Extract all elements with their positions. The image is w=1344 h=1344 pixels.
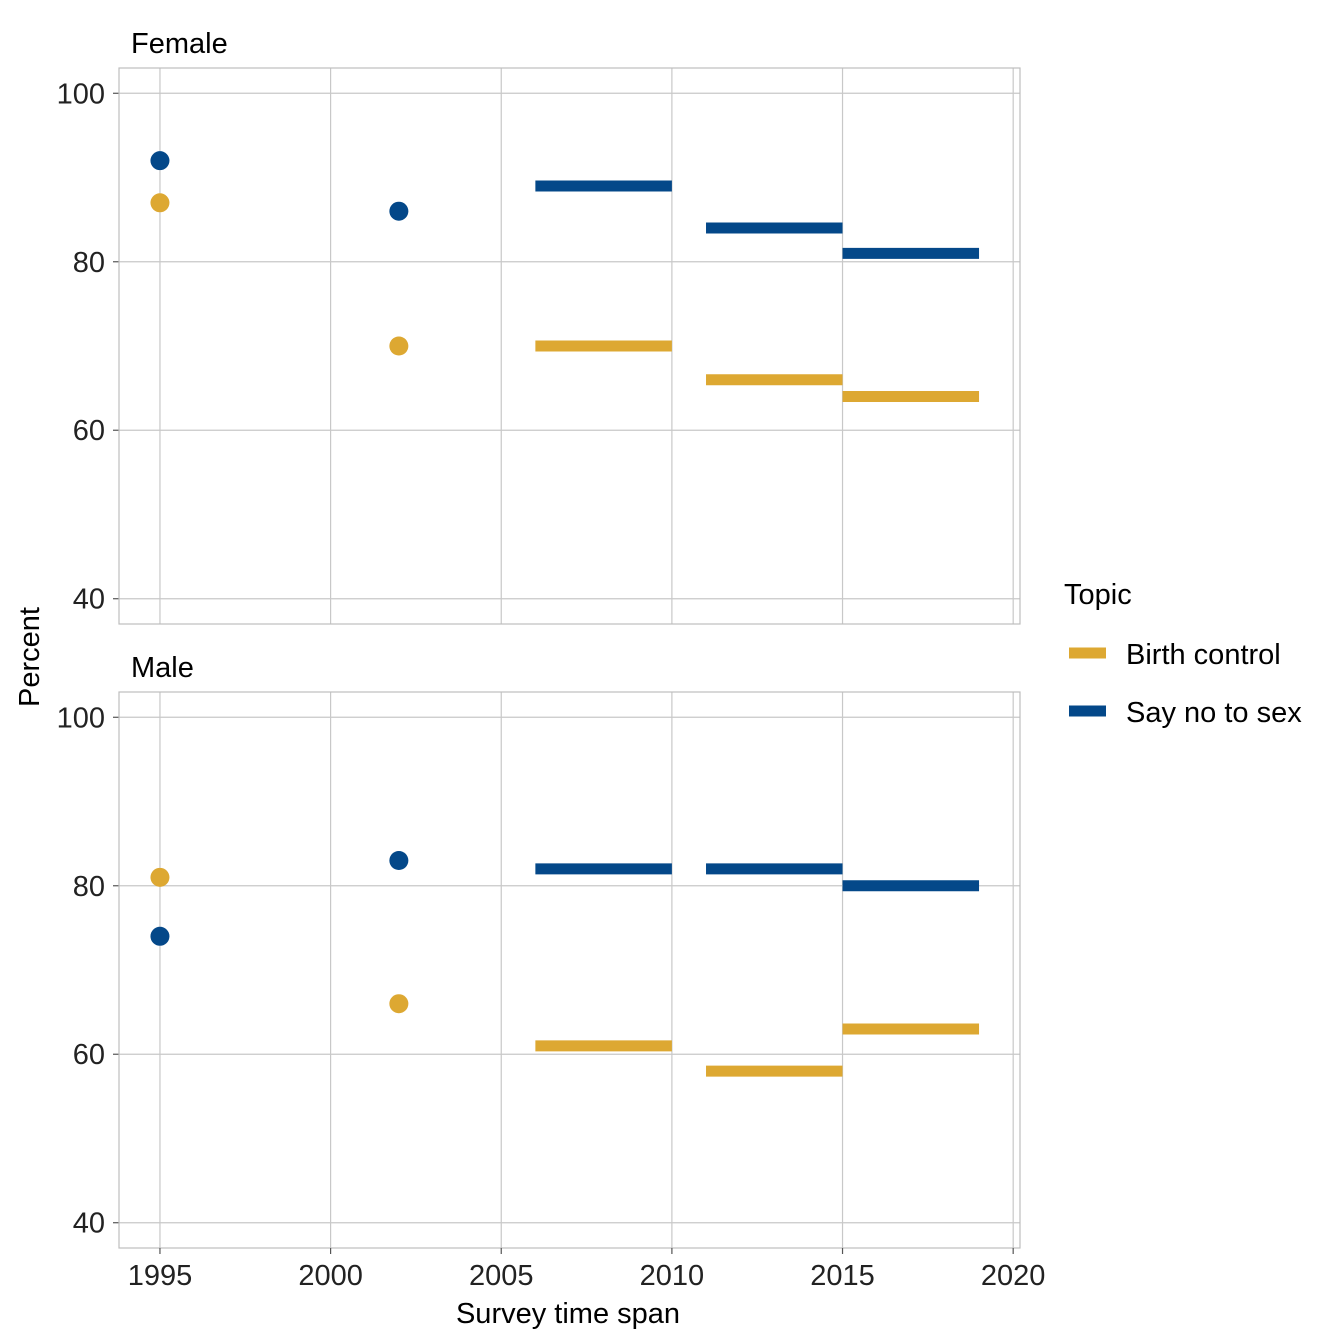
y-tick-label: 60 (73, 1039, 105, 1071)
data-point (150, 867, 170, 887)
y-tick-label: 100 (57, 78, 105, 110)
panel-title: Female (131, 28, 228, 60)
panel-border (118, 67, 1021, 625)
legend-label: Say no to sex (1126, 697, 1302, 729)
x-tick-label: 2005 (469, 1260, 534, 1292)
legend-title: Topic (1064, 579, 1132, 611)
panel-title: Male (131, 652, 194, 684)
y-tick-label: 100 (57, 702, 105, 734)
legend: Topic Birth control Say no to sex (1064, 579, 1302, 729)
data-point (150, 193, 170, 213)
series-birth-control (150, 193, 980, 403)
y-tick-label: 40 (73, 584, 105, 616)
data-point (389, 336, 409, 356)
legend-label: Birth control (1126, 639, 1281, 671)
panel-female: Female 40 60 80 100 (57, 28, 1021, 625)
data-point (389, 994, 409, 1014)
y-tick-label: 80 (73, 247, 105, 279)
y-tick-label: 40 (73, 1208, 105, 1240)
data-point (150, 151, 170, 171)
panel-male: Male 40 60 80 100 (57, 652, 1021, 1249)
y-tick-label: 60 (73, 415, 105, 447)
data-point (150, 926, 170, 946)
x-tick-label: 2000 (298, 1260, 363, 1292)
x-tick-label: 2010 (640, 1260, 705, 1292)
series-say-no-to-sex (150, 850, 980, 946)
x-tick-label: 1995 (128, 1260, 193, 1292)
series-birth-control (150, 867, 980, 1077)
y-tick-label: 80 (73, 871, 105, 903)
y-axis-title: Percent (14, 607, 46, 707)
series-say-no-to-sex (150, 151, 980, 259)
x-axis-title: Survey time span (456, 1298, 680, 1330)
panel-border (118, 691, 1021, 1249)
data-point (389, 850, 409, 870)
x-tick-label: 2015 (810, 1260, 875, 1292)
x-tick-label: 2020 (981, 1260, 1046, 1292)
data-point (389, 201, 409, 221)
